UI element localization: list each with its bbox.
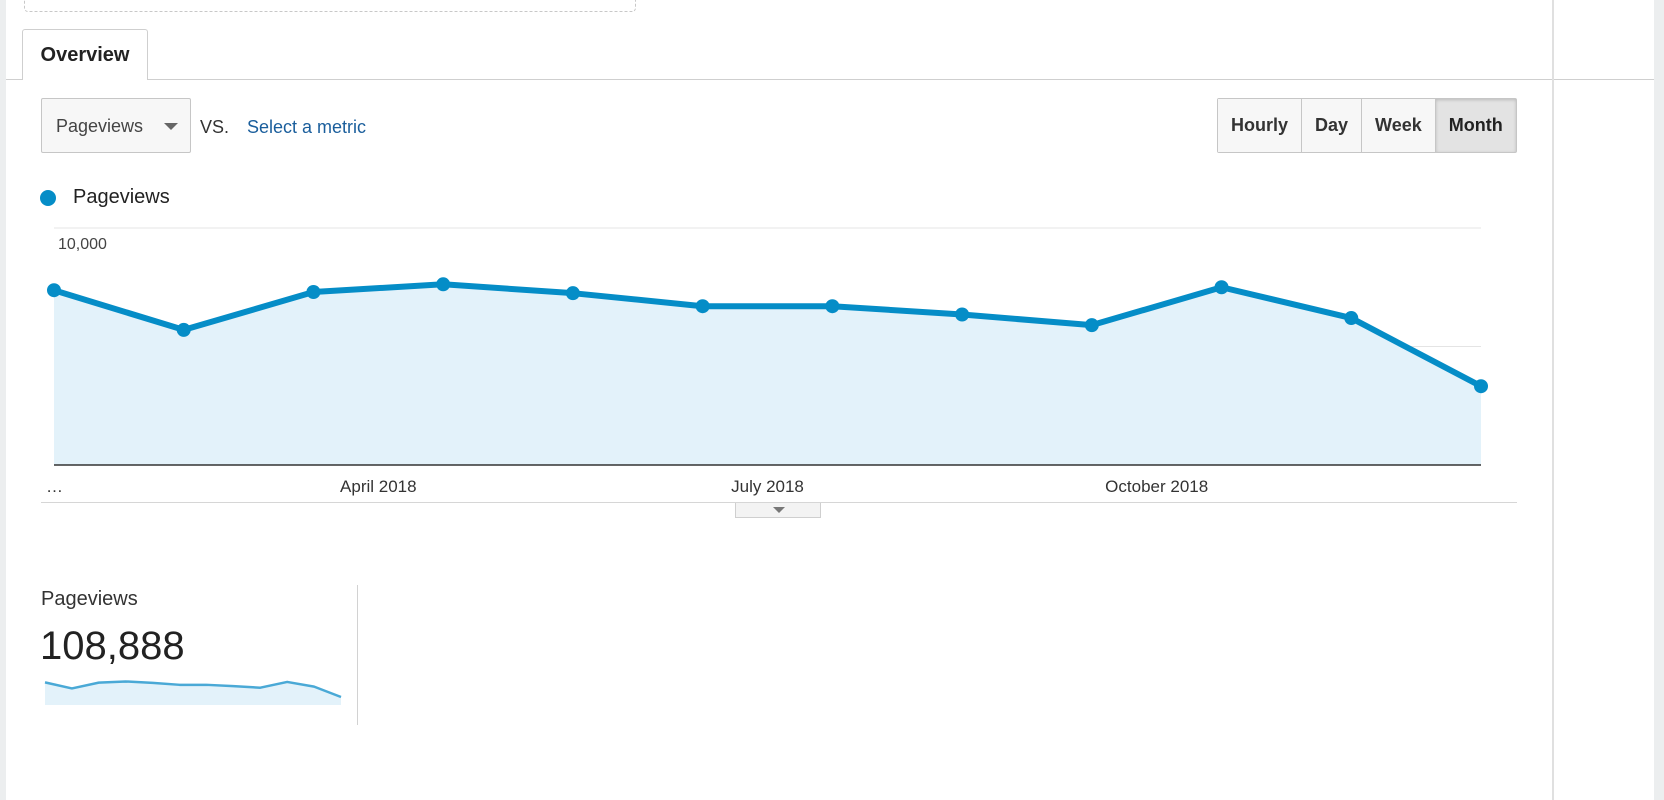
x-tick-label: …	[46, 477, 63, 496]
chevron-down-icon	[164, 123, 178, 130]
vs-label: VS.	[200, 117, 230, 137]
sparkline-line	[44, 680, 342, 699]
data-point	[47, 283, 61, 298]
series-line	[51, 281, 1484, 390]
tab-divider	[6, 79, 1654, 80]
x-tick-label: July 2018	[731, 477, 804, 496]
data-point	[565, 286, 580, 301]
x-tick-label: October 2018	[1105, 477, 1208, 496]
day-button[interactable]: Day	[1302, 99, 1363, 152]
granularity-toggle: Hourly Day Week Month	[1217, 98, 1517, 153]
y-tick-label: 10,000	[58, 236, 107, 253]
month-button[interactable]: Month	[1435, 99, 1516, 152]
summary-divider	[357, 585, 358, 725]
summary-sparkline	[44, 680, 342, 705]
dashed-placeholder	[24, 0, 636, 12]
data-point	[1214, 280, 1229, 295]
chart-bottom-rule	[41, 502, 1517, 503]
legend-series-name: Pageviews	[73, 186, 170, 208]
data-point	[825, 299, 840, 314]
data-point	[955, 307, 970, 322]
data-point	[436, 277, 451, 292]
series-area	[54, 284, 1481, 465]
data-point	[176, 322, 191, 337]
data-point	[1474, 379, 1488, 394]
report-card: Overview Pageviews VS. Select a metric H…	[6, 0, 1654, 800]
data-point	[695, 299, 710, 314]
right-edge-strip	[1552, 0, 1554, 800]
data-point	[1344, 311, 1359, 326]
select-metric-link[interactable]: Select a metric	[247, 117, 367, 137]
series-dot-icon	[40, 189, 56, 206]
data-point	[306, 284, 321, 299]
metric-dropdown-label: Pageviews	[56, 116, 144, 136]
x-tick-label: April 2018	[340, 477, 417, 496]
data-point	[1084, 318, 1099, 333]
chevron-down-icon	[773, 507, 785, 513]
chart-legend: Pageviews	[40, 186, 170, 209]
week-button[interactable]: Week	[1362, 99, 1436, 152]
hourly-button[interactable]: Hourly	[1218, 99, 1303, 152]
expand-chart-button[interactable]	[735, 503, 821, 518]
metric-dropdown[interactable]: Pageviews	[41, 98, 191, 153]
summary-metric-value: 108,888	[40, 624, 185, 668]
tab-overview[interactable]: Overview	[22, 29, 148, 80]
summary-metric-label: Pageviews	[41, 588, 138, 610]
